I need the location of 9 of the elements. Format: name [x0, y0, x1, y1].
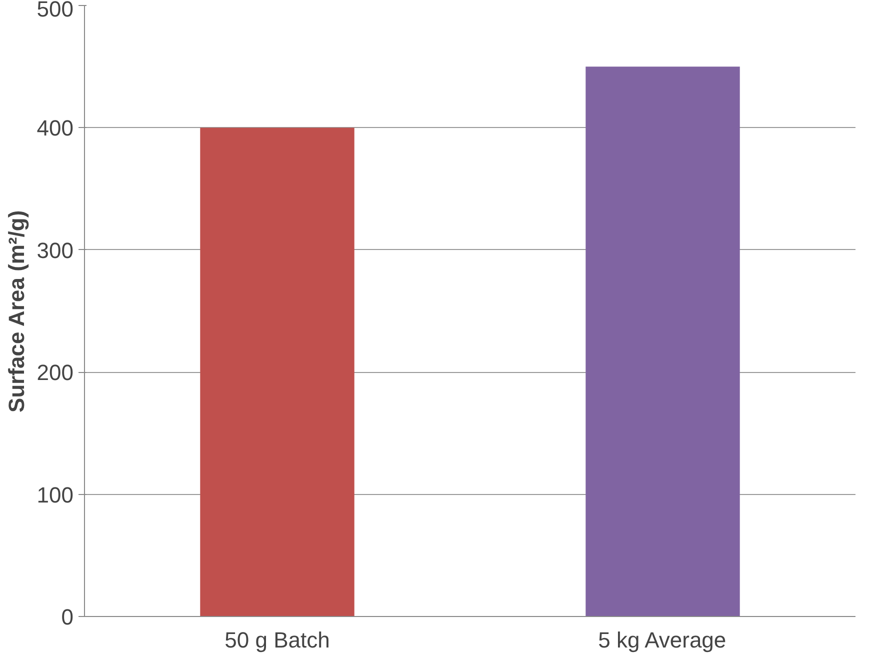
y-tick-label: 100: [36, 482, 74, 508]
x-tick-label: 50 g Batch: [224, 628, 330, 652]
y-tick-label: 400: [36, 116, 74, 141]
y-tick-label: 0: [61, 604, 74, 630]
y-tick-label: 500: [36, 0, 74, 22]
x-tick-label: 5 kg Average: [598, 628, 726, 652]
y-tick-label: 300: [36, 238, 74, 263]
y-axis-title: Surface Area (m²/g): [4, 210, 29, 412]
y-tick-label: 200: [36, 360, 74, 386]
